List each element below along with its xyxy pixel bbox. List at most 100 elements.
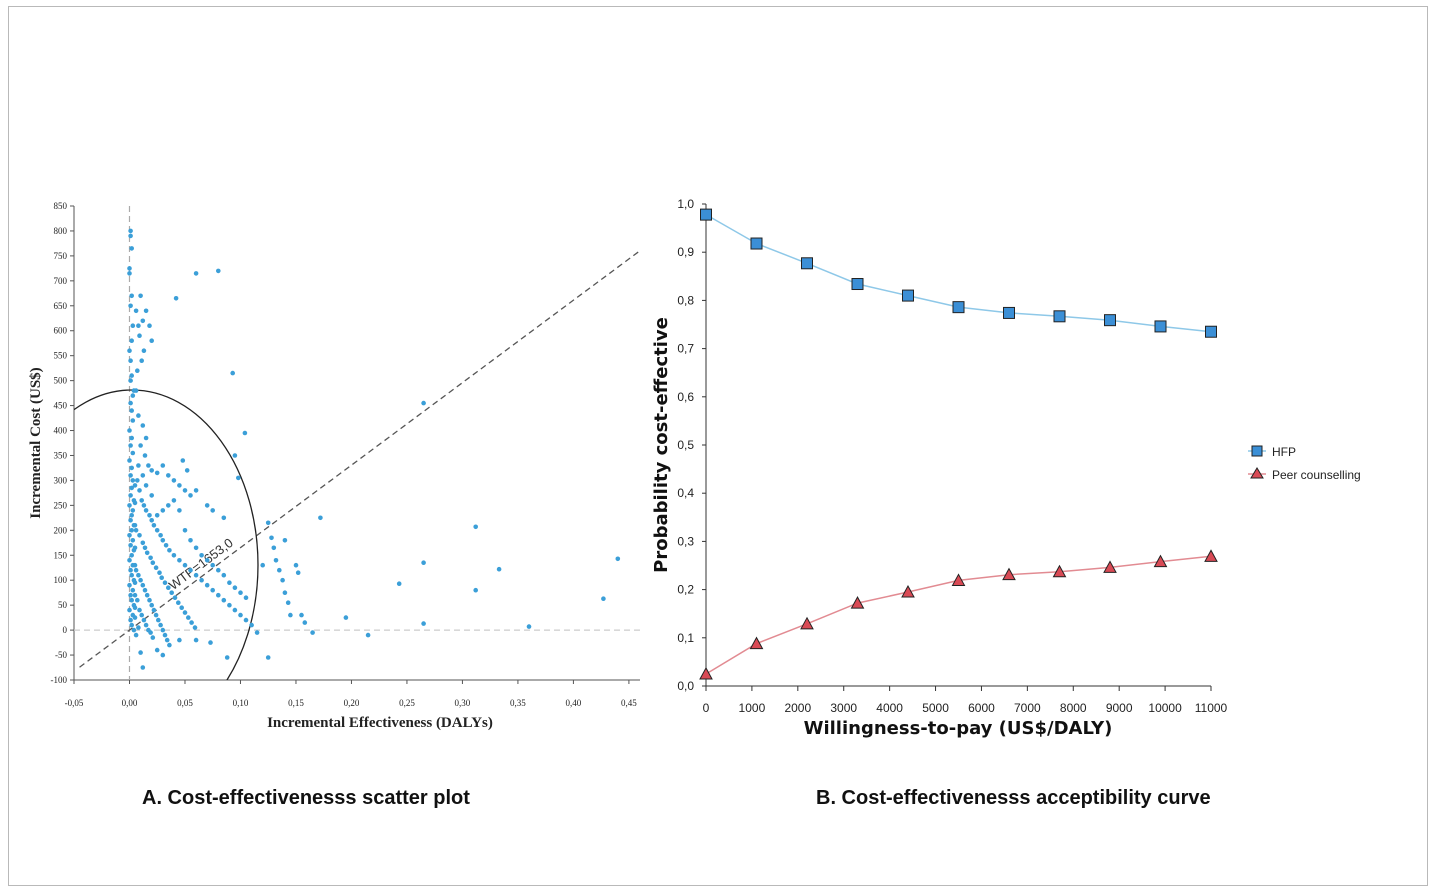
scatter-point: [149, 518, 154, 523]
scatter-point: [302, 620, 308, 625]
scatter-point: [143, 308, 149, 314]
scatter-point: [273, 558, 279, 563]
scatter-point: [473, 587, 479, 593]
curve-y-tick-label: 0,1: [677, 631, 694, 645]
scatter-point: [148, 555, 153, 561]
scatter-point: [129, 622, 134, 628]
scatter-point: [150, 560, 156, 565]
scatter-point: [179, 605, 184, 610]
scatter-point: [135, 478, 140, 483]
scatter-y-tick-label: 0: [63, 625, 68, 635]
scatter-point: [139, 612, 144, 618]
scatter-point: [221, 515, 227, 521]
scatter-point: [127, 266, 132, 271]
scatter-point: [135, 597, 140, 603]
scatter-y-tick-label: 750: [54, 251, 68, 261]
scatter-point: [193, 572, 199, 578]
hfp-marker: [700, 208, 712, 221]
scatter-point: [153, 612, 159, 618]
scatter-point: [496, 566, 502, 572]
scatter-point: [172, 595, 178, 600]
legend-marker-square: [1251, 445, 1263, 457]
scatter-point: [210, 562, 215, 568]
scatter-y-tick-label: -100: [51, 675, 68, 685]
scatter-point: [232, 585, 238, 590]
peer-counselling-marker: [1103, 560, 1117, 573]
scatter-x-tick-label: -0,05: [65, 698, 84, 708]
scatter-point: [142, 545, 148, 551]
scatter-point: [138, 650, 143, 655]
scatter-point: [421, 560, 426, 565]
scatter-point: [149, 602, 154, 608]
scatter-point: [128, 473, 133, 478]
scatter-y-tick-label: 350: [54, 450, 68, 460]
curve-x-axis-label: Willingness-to-pay (US$/DALY): [804, 718, 1113, 739]
scatter-y-tick-label: -50: [55, 650, 67, 660]
scatter-point: [128, 518, 133, 523]
scatter-point: [128, 543, 133, 548]
scatter-point: [288, 612, 293, 618]
scatter-x-tick-label: 0,10: [233, 698, 249, 708]
scatter-point: [204, 582, 210, 588]
scatter-x-axis-label: Incremental Effectiveness (DALYs): [267, 715, 493, 731]
scatter-point: [160, 627, 166, 633]
scatter-point: [232, 607, 238, 613]
scatter-point: [137, 488, 142, 493]
scatter-point: [127, 428, 132, 433]
scatter-y-tick-label: 300: [54, 475, 68, 485]
scatter-point: [421, 400, 426, 406]
scatter-x-tick-label: 0,35: [510, 698, 526, 708]
scatter-point: [365, 632, 371, 638]
scatter-point: [130, 450, 136, 456]
scatter-point: [160, 538, 166, 543]
scatter-point: [140, 665, 146, 670]
scatter-point: [137, 333, 142, 339]
scatter-point: [271, 545, 277, 551]
scatter-point: [160, 463, 166, 468]
scatter-point: [136, 572, 141, 578]
scatter-point: [192, 625, 198, 630]
scatter-y-tick-label: 600: [54, 326, 68, 336]
hfp-marker: [902, 289, 914, 302]
scatter-point: [182, 488, 188, 493]
scatter-point: [282, 538, 288, 543]
curve-x-tick-label: 9000: [1106, 701, 1133, 715]
scatter-point: [127, 348, 132, 354]
scatter-point: [128, 493, 133, 498]
scatter-point: [164, 637, 170, 643]
peer-counselling-marker: [1002, 567, 1016, 581]
scatter-y-tick-label: 200: [54, 525, 68, 535]
scatter-point: [254, 630, 260, 635]
legend-marker-triangle: [1250, 467, 1264, 479]
scatter-point: [159, 575, 164, 580]
scatter-point: [163, 543, 169, 548]
curve-y-tick-label: 0,4: [677, 486, 694, 500]
scatter-point: [128, 592, 133, 598]
curve-y-tick-label: 0,0: [677, 679, 694, 693]
scatter-point: [243, 595, 249, 600]
scatter-x-tick-label: 0,00: [122, 698, 138, 708]
scatter-point: [177, 483, 182, 488]
scatter-point: [136, 323, 141, 329]
curve-y-tick-label: 0,6: [677, 390, 694, 404]
scatter-point: [230, 370, 235, 376]
caption-acceptability-curve: B. Cost-effectivenesss acceptibility cur…: [816, 787, 1211, 809]
hfp-marker: [750, 237, 763, 250]
scatter-point: [132, 562, 138, 568]
scatter-y-tick-label: 550: [54, 351, 68, 361]
scatter-point: [133, 632, 139, 638]
scatter-point: [148, 630, 153, 635]
scatter-point: [140, 540, 146, 546]
scatter-point: [249, 622, 254, 628]
scatter-point: [143, 508, 149, 513]
scatter-point: [227, 602, 232, 608]
scatter-point: [128, 378, 133, 383]
curve-y-tick-label: 1,0: [677, 197, 694, 211]
scatter-point: [184, 468, 190, 473]
scatter-point: [149, 468, 154, 473]
scatter-y-tick-label: 400: [54, 426, 68, 436]
peer-counselling-marker: [699, 666, 713, 680]
scatter-point: [130, 418, 136, 423]
scatter-point: [166, 585, 171, 590]
